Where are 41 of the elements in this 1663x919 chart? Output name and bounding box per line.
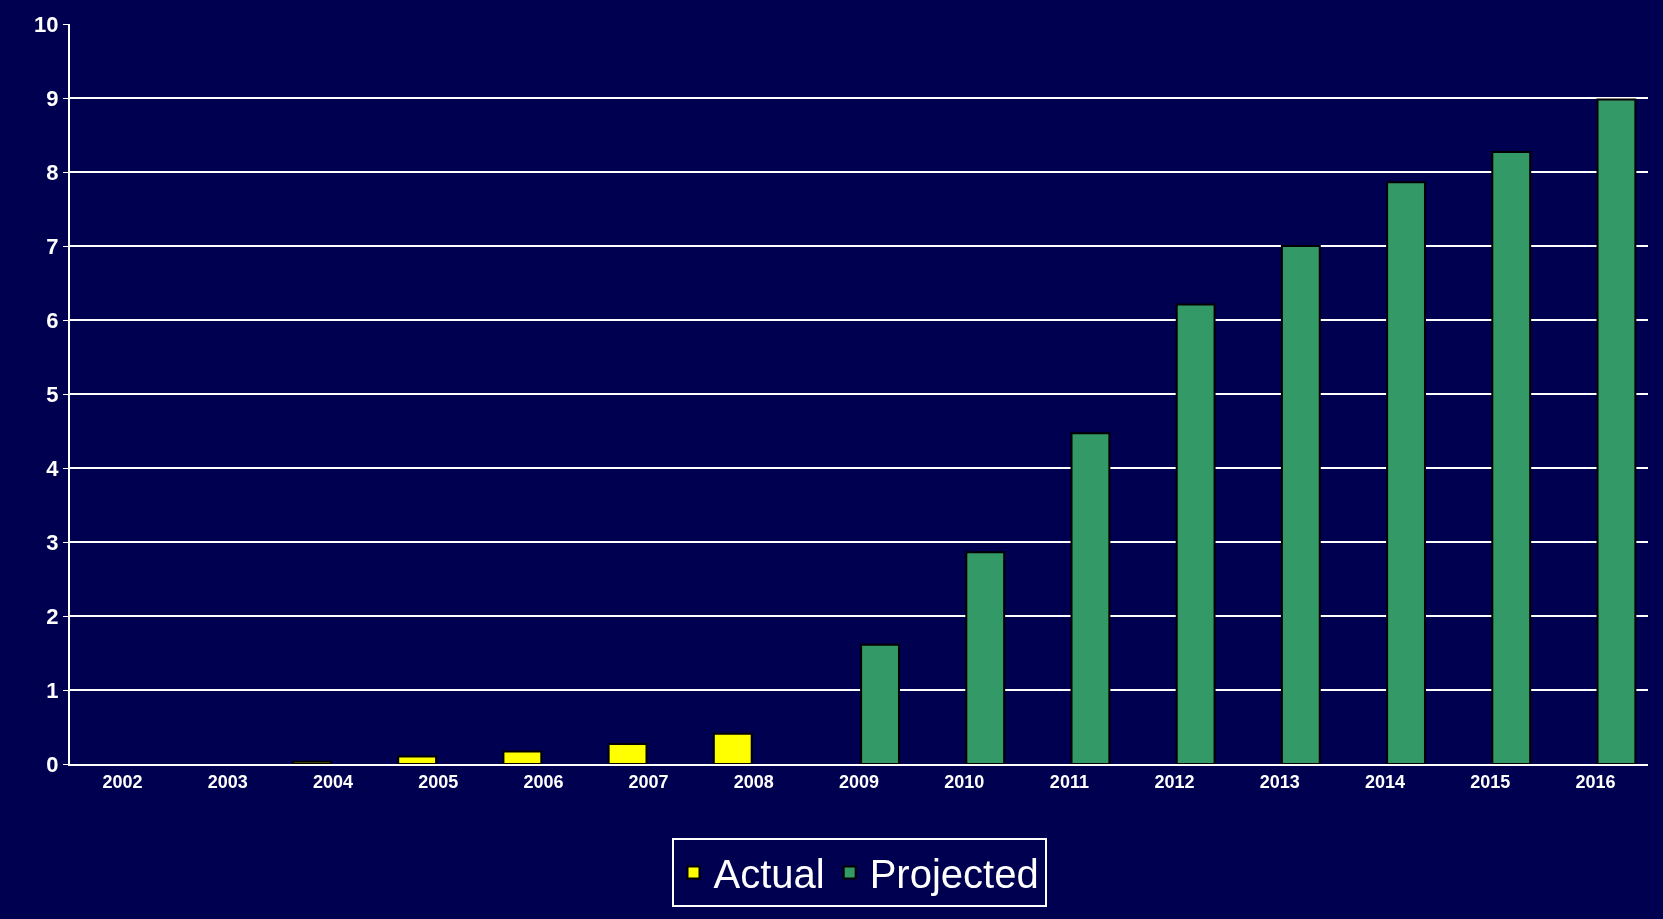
x-tick-label: 2010: [944, 771, 985, 792]
bar: [1596, 98, 1637, 764]
bar: [965, 551, 1006, 764]
legend-label: Actual: [713, 852, 825, 897]
x-tick-label: 2013: [1259, 771, 1300, 792]
bar: [860, 643, 900, 764]
y-tick-label: 5: [46, 381, 59, 407]
y-tick-label: 7: [46, 233, 59, 259]
y-tick-label: 8: [46, 159, 59, 185]
bar: [1386, 181, 1426, 764]
x-tick-label: 2016: [1575, 771, 1616, 792]
bar: [292, 760, 332, 764]
y-tick-label: 10: [34, 11, 59, 37]
bar: [607, 743, 648, 764]
bar: [1491, 151, 1532, 764]
y-tick-label: 3: [46, 529, 59, 555]
bar: [502, 750, 543, 764]
y-tick-label: 2: [46, 603, 59, 629]
x-tick-label: 2004: [312, 771, 354, 792]
y-tick-label: 9: [46, 85, 59, 111]
x-tick-label: 2005: [418, 771, 459, 792]
x-tick-label: 2006: [523, 771, 564, 792]
bar: [1280, 245, 1321, 764]
bar: [1070, 432, 1111, 764]
x-tick-label: 2008: [733, 771, 774, 792]
bar: [1175, 303, 1216, 764]
x-tick-label: 2003: [207, 771, 248, 792]
bar: [712, 732, 753, 764]
x-tick-label: 2009: [838, 771, 880, 792]
bar: [397, 755, 438, 764]
x-tick-label: 2014: [1364, 771, 1406, 792]
y-tick-label: 6: [46, 307, 59, 333]
x-tick-label: 2007: [628, 771, 669, 792]
x-tick-label: 2002: [102, 771, 143, 792]
y-tick-label: 1: [46, 677, 59, 703]
x-tick-label: 2012: [1154, 771, 1195, 792]
x-tick-label: 2011: [1049, 771, 1089, 792]
y-tick-label: 4: [46, 455, 60, 481]
y-tick-label: 0: [46, 751, 59, 777]
x-tick-label: 2015: [1470, 771, 1511, 792]
legend-label: Projected: [869, 852, 1039, 897]
